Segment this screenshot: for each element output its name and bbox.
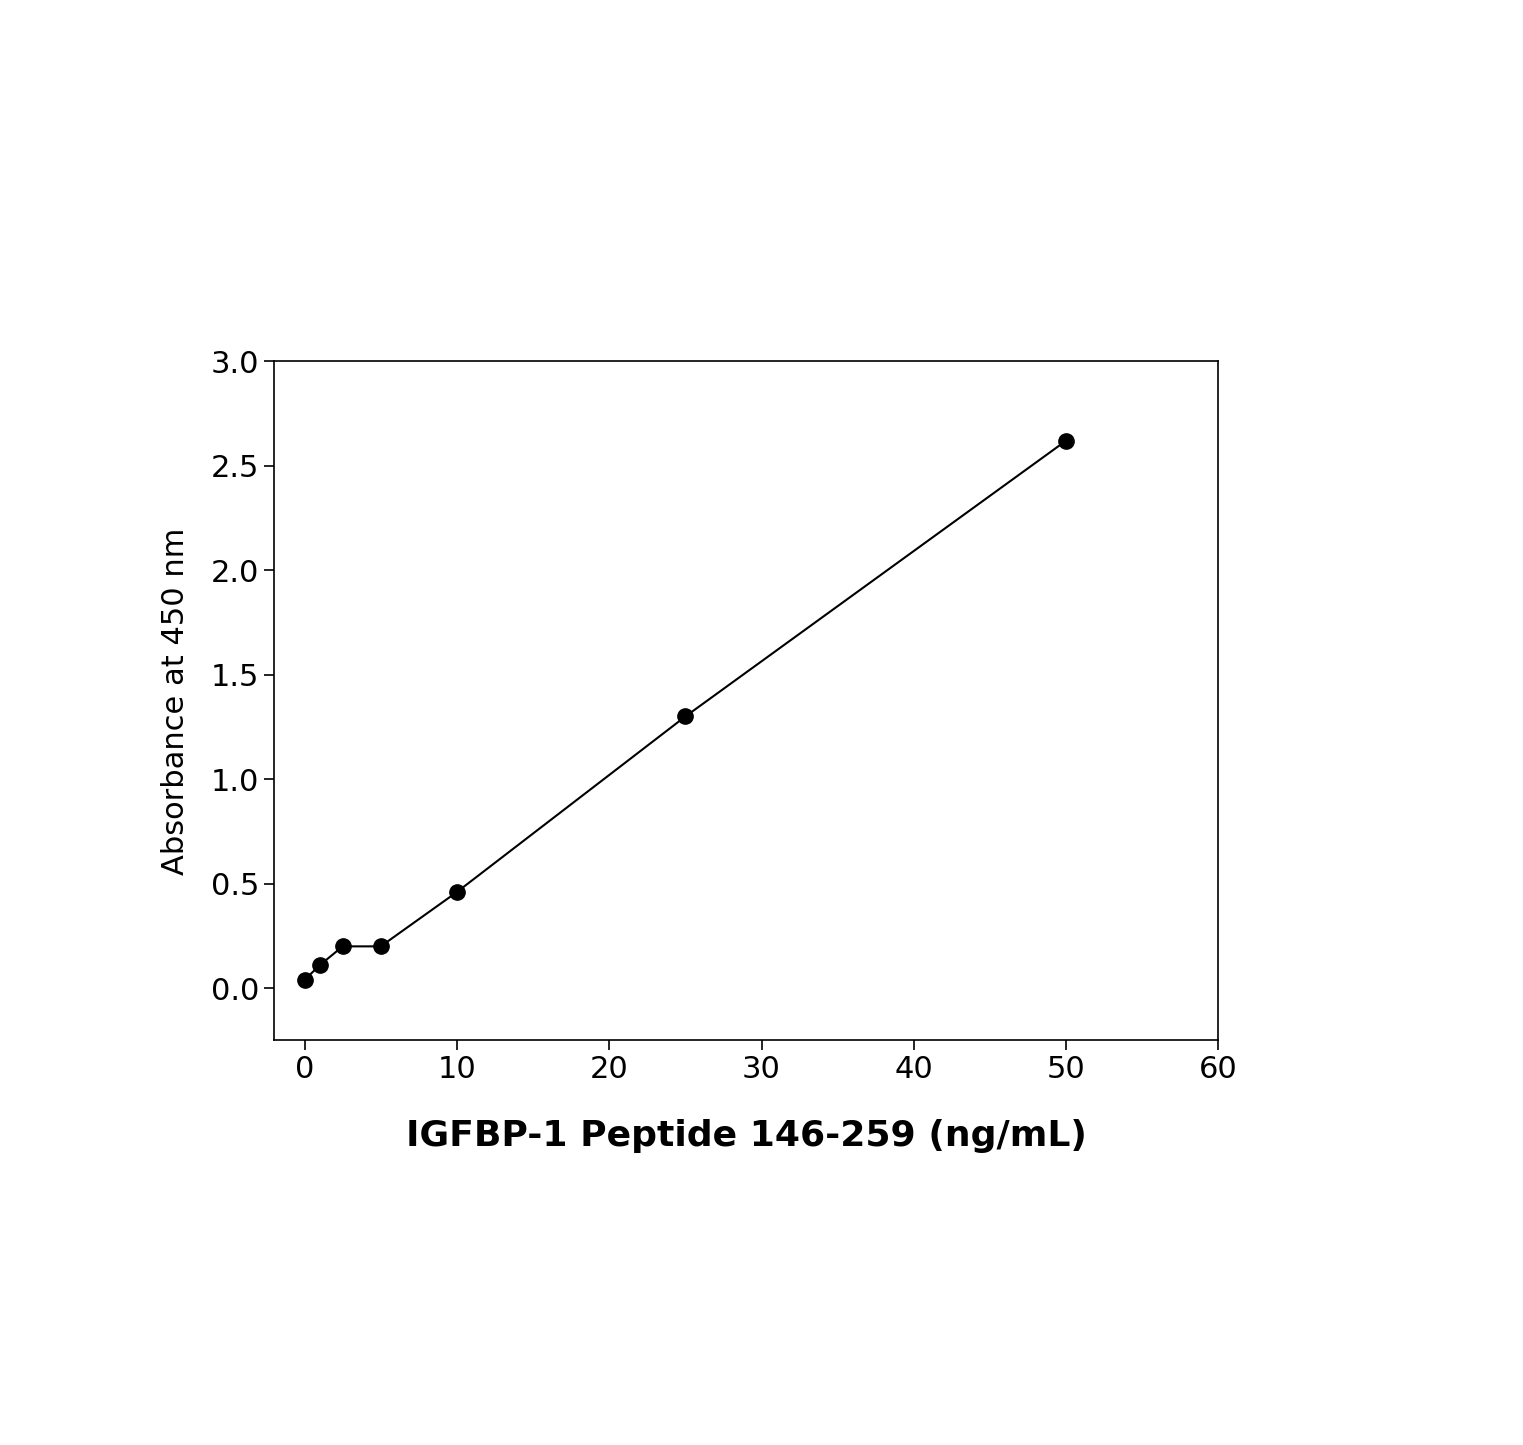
Point (308, 954, 332, 977)
Point (445, 880, 469, 903)
Point (369, 935, 393, 958)
Point (1054, 429, 1078, 452)
X-axis label: IGFBP-1 Peptide 146-259 (ng/mL): IGFBP-1 Peptide 146-259 (ng/mL) (405, 1118, 1087, 1153)
Y-axis label: Absorbance at 450 nm: Absorbance at 450 nm (161, 527, 190, 874)
Point (673, 705, 698, 728)
Point (292, 968, 317, 991)
Point (330, 935, 355, 958)
